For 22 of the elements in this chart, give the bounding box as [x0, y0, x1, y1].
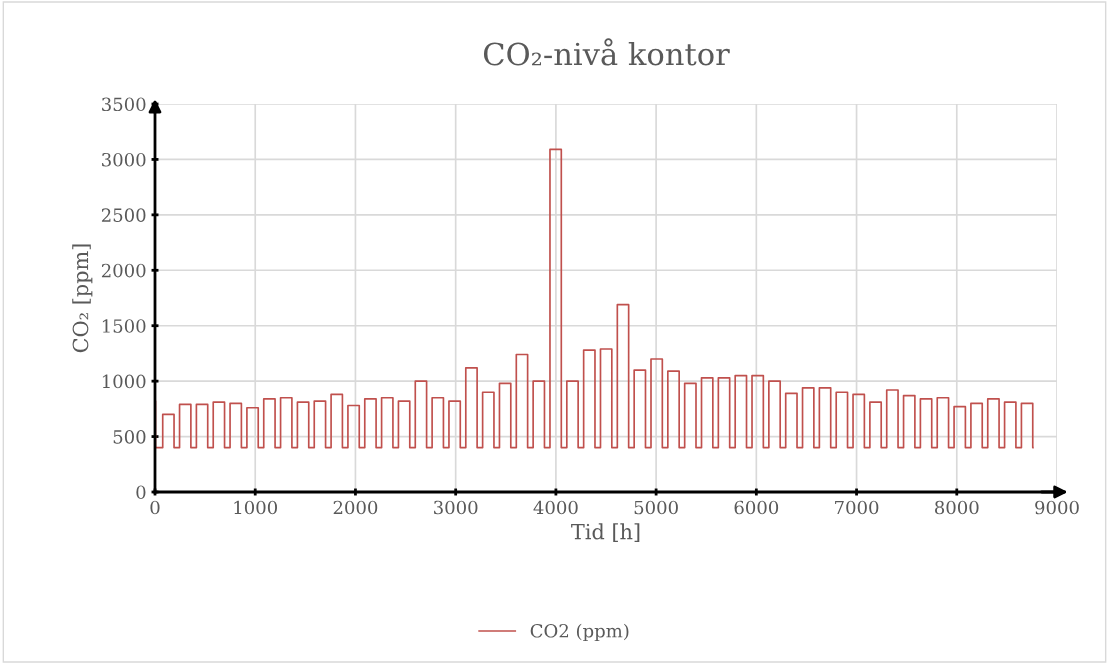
x-tick-label: 1000: [234, 500, 277, 515]
x-tick-label: 4000: [533, 500, 578, 515]
y-tick-label: 1000: [102, 374, 146, 389]
x-tick-label: 3000: [434, 500, 478, 515]
chart-title: CO₂-nivå kontor: [483, 38, 730, 66]
x-tick-label: 0: [150, 500, 160, 515]
y-tick-label: 3500: [102, 97, 146, 112]
y-axis-title: CO₂ [ppm]: [72, 244, 93, 353]
x-tick-label: 9000: [1035, 500, 1079, 515]
x-axis-title: Tid [h]: [571, 523, 640, 542]
x-tick-label: 2000: [333, 500, 378, 515]
x-tick-label: 6000: [734, 500, 779, 515]
x-tick-label: 5000: [634, 500, 678, 515]
x-tick-label: 7000: [835, 500, 879, 515]
y-tick-label: 2500: [101, 208, 146, 222]
y-tick-label: 3000: [102, 152, 146, 167]
y-tick-label: 0: [136, 485, 146, 500]
y-tick-label: 2000: [101, 263, 146, 278]
y-tick-label: 500: [113, 430, 146, 444]
y-tick-label: 1500: [102, 319, 146, 333]
legend-label: CO2 (ppm): [530, 623, 629, 642]
x-tick-label: 8000: [935, 500, 979, 515]
